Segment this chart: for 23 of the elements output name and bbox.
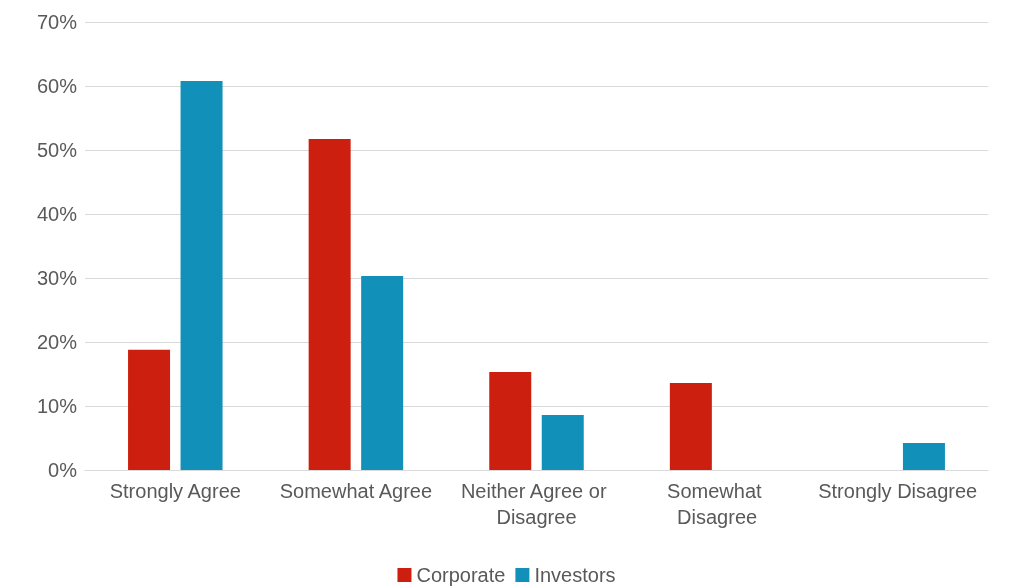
y-tick-label: 10%: [36, 395, 78, 417]
bar: [308, 139, 351, 470]
bar: [361, 276, 404, 470]
y-tick-label: 70%: [36, 11, 78, 33]
y-tick-label: 20%: [36, 331, 78, 353]
bar: [541, 414, 584, 470]
y-tick-label: 60%: [36, 75, 78, 97]
bar: [902, 443, 945, 470]
x-tick-label: Neither Agree or Disagree: [460, 480, 613, 528]
y-tick-label: 0%: [48, 459, 78, 481]
bar: [489, 372, 532, 470]
x-tick-label: Somewhat Disagree: [667, 480, 768, 528]
x-tick-label: Strongly Disagree: [818, 480, 978, 502]
y-tick-label: 50%: [36, 139, 78, 161]
bar: [669, 382, 712, 470]
legend-label: Investors: [534, 564, 616, 586]
y-tick-label: 30%: [36, 267, 78, 289]
y-tick-label: 40%: [36, 203, 78, 225]
legend-label: Corporate: [416, 564, 506, 586]
x-tick-label: Strongly Agree: [109, 480, 241, 502]
bar: [128, 349, 171, 470]
x-tick-label: Somewhat Agree: [279, 480, 433, 502]
bar: [180, 80, 223, 470]
